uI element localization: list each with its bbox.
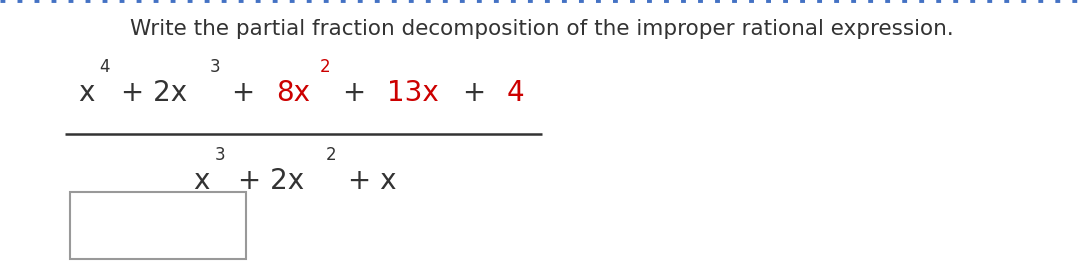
Text: Write the partial fraction decomposition of the improper rational expression.: Write the partial fraction decomposition… xyxy=(130,19,954,39)
Text: 8x: 8x xyxy=(276,79,310,107)
Text: + x: + x xyxy=(339,167,397,195)
Text: 3: 3 xyxy=(215,146,225,164)
Bar xyxy=(70,192,246,259)
Text: x: x xyxy=(194,167,210,195)
Text: 2: 2 xyxy=(320,59,331,76)
Text: + 2x: + 2x xyxy=(229,167,304,195)
Text: 4: 4 xyxy=(99,59,109,76)
Text: +: + xyxy=(334,79,375,107)
Text: 4: 4 xyxy=(506,79,525,107)
Text: x: x xyxy=(78,79,94,107)
Text: 13x: 13x xyxy=(387,79,439,107)
Text: + 2x: + 2x xyxy=(113,79,188,107)
Text: +: + xyxy=(453,79,494,107)
Text: 2: 2 xyxy=(325,146,336,164)
Text: 3: 3 xyxy=(209,59,220,76)
Text: +: + xyxy=(223,79,264,107)
